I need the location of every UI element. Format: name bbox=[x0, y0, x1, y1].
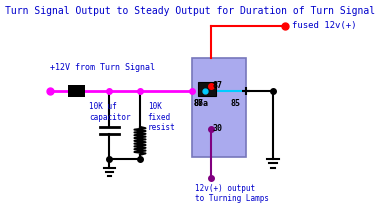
Text: 10K
fixed
resist: 10K fixed resist bbox=[148, 102, 175, 132]
Text: 12v(+) output
to Turning Lamps: 12v(+) output to Turning Lamps bbox=[195, 184, 269, 203]
Text: +12V from Turn Signal: +12V from Turn Signal bbox=[50, 63, 155, 72]
Text: Turn Signal Output to Steady Output for Duration of Turn Signal: Turn Signal Output to Steady Output for … bbox=[5, 6, 376, 17]
Bar bbox=[68, 86, 85, 97]
Text: 86: 86 bbox=[194, 99, 203, 108]
Text: 85: 85 bbox=[231, 99, 241, 108]
Bar bbox=[199, 82, 216, 96]
Text: fused 12v(+): fused 12v(+) bbox=[291, 21, 356, 30]
Text: 87: 87 bbox=[212, 81, 222, 90]
Text: 10K uf
capacitor: 10K uf capacitor bbox=[90, 102, 131, 121]
Text: 30: 30 bbox=[212, 124, 222, 134]
Bar bbox=[192, 58, 246, 157]
Text: 87a: 87a bbox=[194, 99, 208, 108]
